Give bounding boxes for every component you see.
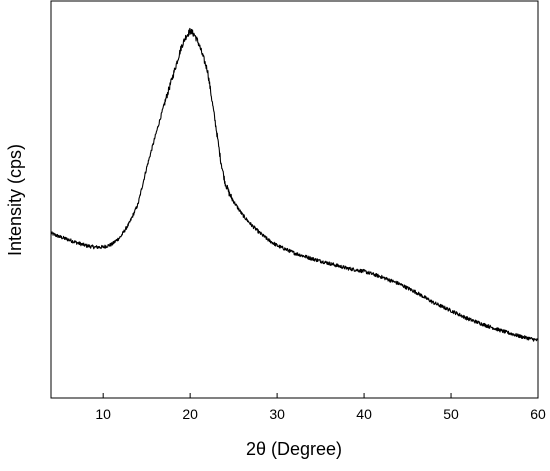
x-tick-label: 50	[443, 406, 459, 422]
x-tick-label: 60	[530, 406, 546, 422]
x-tick-label: 10	[95, 406, 111, 422]
x-tick-label: 40	[356, 406, 372, 422]
plot-frame	[50, 0, 539, 399]
x-tick-label: 20	[182, 406, 198, 422]
x-tick-label: 30	[269, 406, 285, 422]
y-axis-title: Intensity (cps)	[5, 144, 25, 256]
x-axis-tick-labels: 10 20 30 40 50 60	[95, 406, 546, 422]
series-line	[50, 27, 539, 342]
x-axis-title: 2θ (Degree)	[246, 439, 342, 459]
x-axis-ticks	[102, 393, 539, 398]
